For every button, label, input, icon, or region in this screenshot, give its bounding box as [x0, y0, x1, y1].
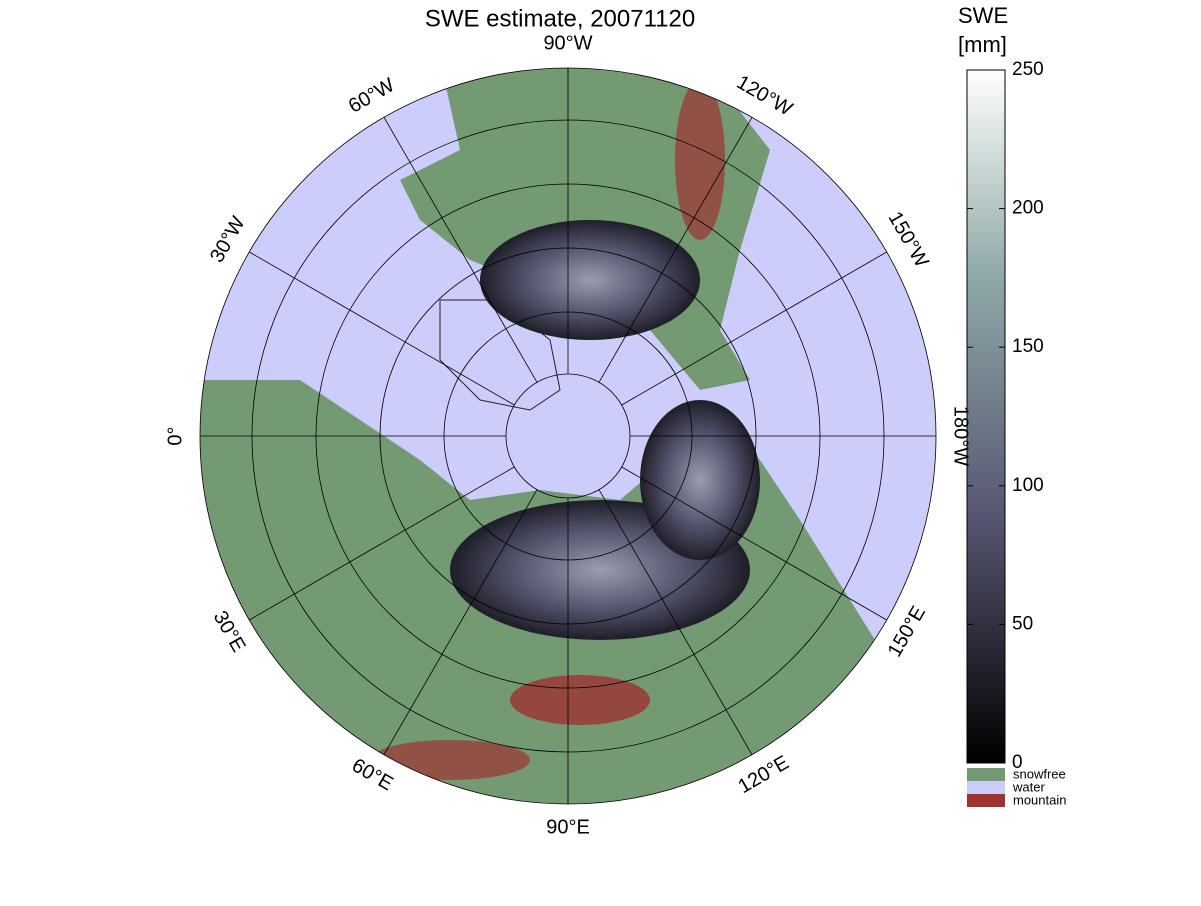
colorbar-tick-label: 200 — [1012, 198, 1044, 219]
colorbar-tick-label: 150 — [1012, 336, 1044, 357]
meridian-label: 60°E — [348, 754, 397, 795]
meridian-label: 90°W — [543, 32, 592, 54]
legend-label: water — [1012, 779, 1045, 794]
meridian-label: 0° — [164, 426, 186, 445]
meridian-label: 90°E — [546, 816, 590, 838]
meridian — [383, 489, 538, 755]
meridian-label: 30°W — [206, 213, 250, 267]
legend-swatch — [967, 794, 1005, 807]
mountain-asia — [510, 675, 650, 725]
meridian — [621, 466, 887, 621]
meridian — [598, 117, 753, 383]
graticule — [199, 67, 937, 805]
colorbar-tick-label: 50 — [1012, 613, 1033, 634]
meridian — [621, 251, 887, 406]
meridian-label: 30°E — [209, 607, 250, 656]
legend-label: snowfree — [1013, 766, 1066, 781]
snow-canada — [480, 220, 700, 340]
legend-swatch — [967, 781, 1005, 794]
map-title: SWE estimate, 20071120 — [425, 5, 695, 32]
snow-siberia — [640, 400, 760, 560]
colorbar-tick-label: 100 — [1012, 475, 1044, 496]
colorbar-tick-label: 250 — [1012, 59, 1044, 80]
legend-label: mountain — [1013, 792, 1066, 807]
colorbar-title: [mm] — [958, 32, 1007, 57]
legend-swatch — [967, 768, 1005, 781]
meridian — [249, 466, 515, 621]
mountain-rockies — [675, 80, 725, 240]
meridian — [383, 117, 538, 383]
colorbar — [966, 69, 1006, 764]
colorbar-title: SWE — [958, 3, 1008, 28]
colorbar-tick-label: 0 — [1012, 752, 1023, 773]
meridian — [249, 251, 515, 406]
meridian — [598, 489, 753, 755]
meridian-label: 60°W — [345, 74, 399, 118]
meridian-label: 180°W — [950, 406, 972, 466]
